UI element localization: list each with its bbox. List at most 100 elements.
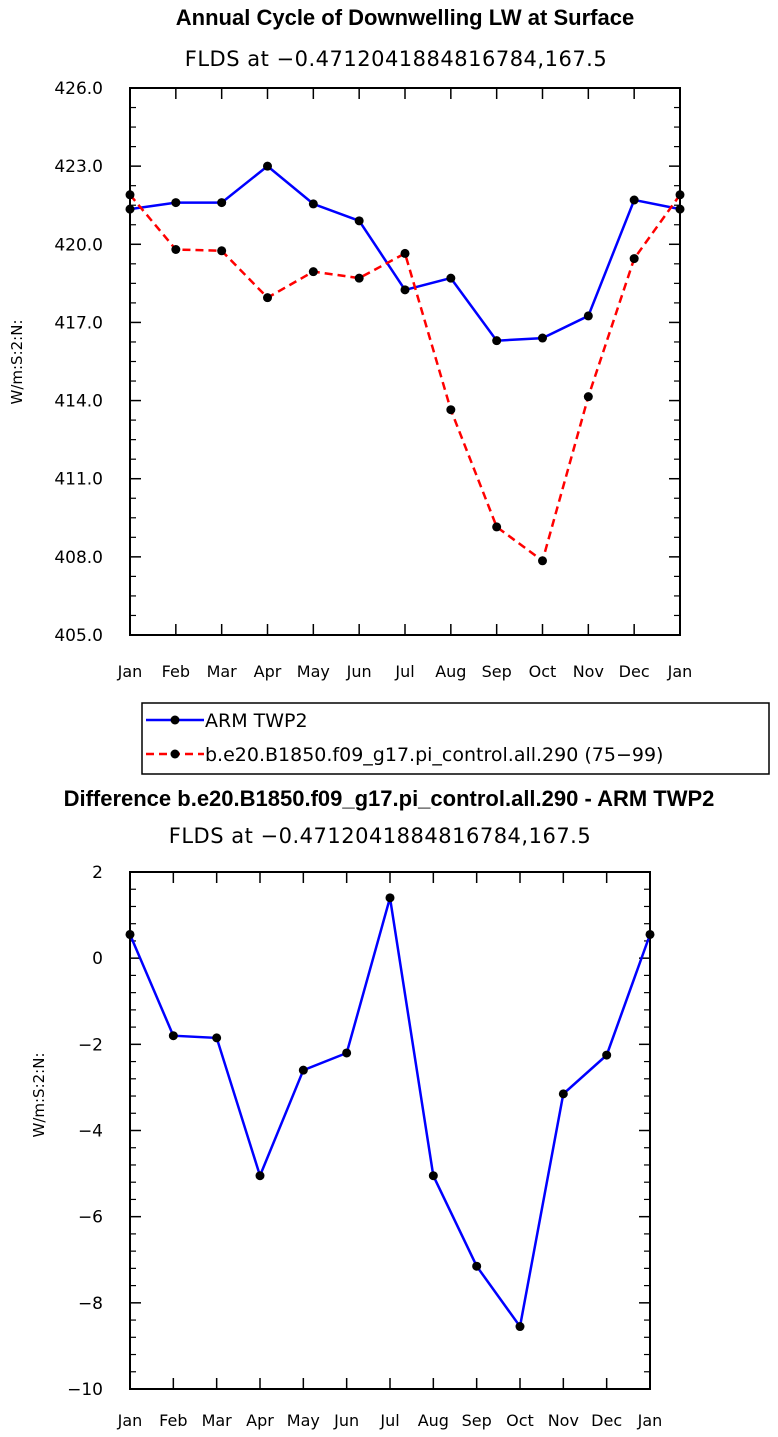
x-tick-label: Jan [667, 662, 693, 681]
legend-box [141, 702, 770, 775]
x-tick-label: Jul [379, 1411, 399, 1430]
legend-label-arm-twp2: ARM TWP2 [205, 710, 308, 732]
series-0-point [171, 198, 181, 208]
y-tick-label: 2 [92, 863, 103, 883]
x-tick-label: Jul [394, 662, 414, 681]
series-0-point [298, 1065, 308, 1075]
series-0-point [645, 929, 655, 939]
series-0-point [342, 1048, 352, 1058]
y-tick-label: 405.0 [54, 626, 103, 646]
x-tick-label: Jun [333, 1411, 359, 1430]
y-tick-label: −6 [78, 1208, 103, 1228]
series-1-point [446, 405, 456, 415]
series-0-point [400, 285, 410, 295]
series-0-point [675, 204, 685, 214]
series-0-point [385, 893, 395, 903]
y-tick-label: 414.0 [54, 392, 103, 412]
series-0-point [583, 311, 593, 321]
chart2-subtitle: FLDS at −0.4712041884816784,167.5 [169, 824, 591, 848]
x-tick-label: Oct [529, 662, 557, 681]
x-tick-label: Oct [506, 1411, 534, 1430]
series-0-point [255, 1171, 265, 1181]
chart1-plot-frame [129, 87, 681, 636]
y-tick-label: −8 [78, 1294, 103, 1314]
series-1-point [400, 248, 410, 258]
legend-label-model: b.e20.B1850.f09_g17.pi_control.all.290 (… [205, 744, 663, 766]
chart1-subtitle: FLDS at −0.4712041884816784,167.5 [185, 47, 607, 71]
series-0-point [538, 333, 547, 343]
chart1-x-ticks: Jan Feb Mar Apr May Jun Jul Aug Sep Oct Nov Dec Jan [117, 88, 693, 681]
series-0-point [354, 216, 364, 226]
chart2-y-axis-label: W/m:S:2:N: [30, 1053, 48, 1138]
series-1-point [217, 246, 227, 256]
x-tick-label: Dec [591, 1411, 622, 1430]
series-1-point [675, 190, 685, 200]
series-0-point [428, 1171, 438, 1181]
series-0-point [308, 199, 318, 209]
series-0-point [217, 198, 227, 208]
series-1-point [125, 190, 135, 200]
series-1-point [492, 522, 502, 532]
y-tick-label: 408.0 [54, 548, 103, 568]
x-tick-label: Jan [637, 1411, 663, 1430]
x-tick-label: Nov [573, 662, 604, 681]
chart2-y-ticks: −10 −8 −6 −4 −2 0 2 [67, 863, 650, 1400]
x-tick-label: Jan [117, 1411, 143, 1430]
x-tick-label: Feb [162, 662, 190, 681]
legend-marker-arm-twp2 [170, 715, 180, 725]
chart1-legend: ARM TWP2 b.e20.B1850.f09_g17.pi_control.… [141, 702, 770, 775]
y-tick-label: 0 [92, 949, 103, 969]
series-0-point [602, 1050, 612, 1060]
y-tick-label: 420.0 [54, 235, 103, 255]
x-tick-label: Dec [619, 662, 650, 681]
series-1-point [171, 244, 181, 254]
y-tick-label: 426.0 [54, 79, 103, 99]
series-1-point [354, 273, 364, 283]
y-tick-label: 423.0 [54, 157, 103, 177]
x-tick-label: Aug [435, 662, 466, 681]
series-0-point [515, 1322, 525, 1332]
x-tick-label: Mar [207, 662, 238, 681]
x-tick-label: Mar [202, 1411, 233, 1430]
chart2-plot-frame [129, 871, 651, 1390]
series-0-point [558, 1089, 568, 1099]
series-0-point [629, 195, 639, 205]
chart2-title: Difference b.e20.B1850.f09_g17.pi_contro… [64, 786, 715, 811]
x-tick-label: Jan [117, 662, 143, 681]
y-tick-label: 417.0 [54, 313, 103, 333]
x-tick-label: May [297, 662, 330, 681]
chart1-series [125, 161, 685, 566]
x-tick-label: May [287, 1411, 320, 1430]
chart2-x-ticks: Jan Feb Mar Apr May Jun Jul Aug Sep Oct Nov Dec Jan [117, 872, 663, 1430]
x-tick-label: Feb [159, 1411, 187, 1430]
series-line-0 [128, 897, 652, 1330]
chart1-title: Annual Cycle of Downwelling LW at Surfac… [176, 5, 634, 30]
chart1-y-axis-label: W/m:S:2:N: [8, 320, 26, 405]
difference-chart: Difference b.e20.B1850.f09_g17.pi_contro… [30, 786, 714, 1430]
x-tick-label: Sep [462, 1411, 492, 1430]
x-tick-label: Nov [548, 1411, 579, 1430]
series-1-point [263, 293, 272, 303]
x-tick-label: Sep [482, 662, 512, 681]
series-0-point [125, 204, 135, 214]
y-tick-label: −4 [78, 1122, 103, 1142]
series-0-point [263, 161, 272, 171]
x-tick-label: Apr [246, 1411, 274, 1430]
chart1-y-ticks: 405.0 408.0 411.0 414.0 417.0 420.0 423.0 426.0 [54, 79, 680, 646]
x-tick-label: Apr [254, 662, 282, 681]
series-1-point [538, 556, 547, 566]
series-0-point [492, 336, 502, 346]
series-0-point [472, 1261, 482, 1271]
series-0-point [212, 1033, 222, 1043]
chart2-series [125, 893, 655, 1332]
y-tick-label: −10 [67, 1380, 103, 1400]
series-1-point [629, 254, 639, 264]
series-0-point [125, 929, 135, 939]
y-tick-label: 411.0 [54, 470, 103, 490]
annual-cycle-chart: Annual Cycle of Downwelling LW at Surfac… [8, 5, 770, 775]
series-0-point [446, 273, 456, 283]
series-0-point [168, 1031, 178, 1041]
series-1-point [583, 392, 593, 402]
x-tick-label: Aug [418, 1411, 449, 1430]
